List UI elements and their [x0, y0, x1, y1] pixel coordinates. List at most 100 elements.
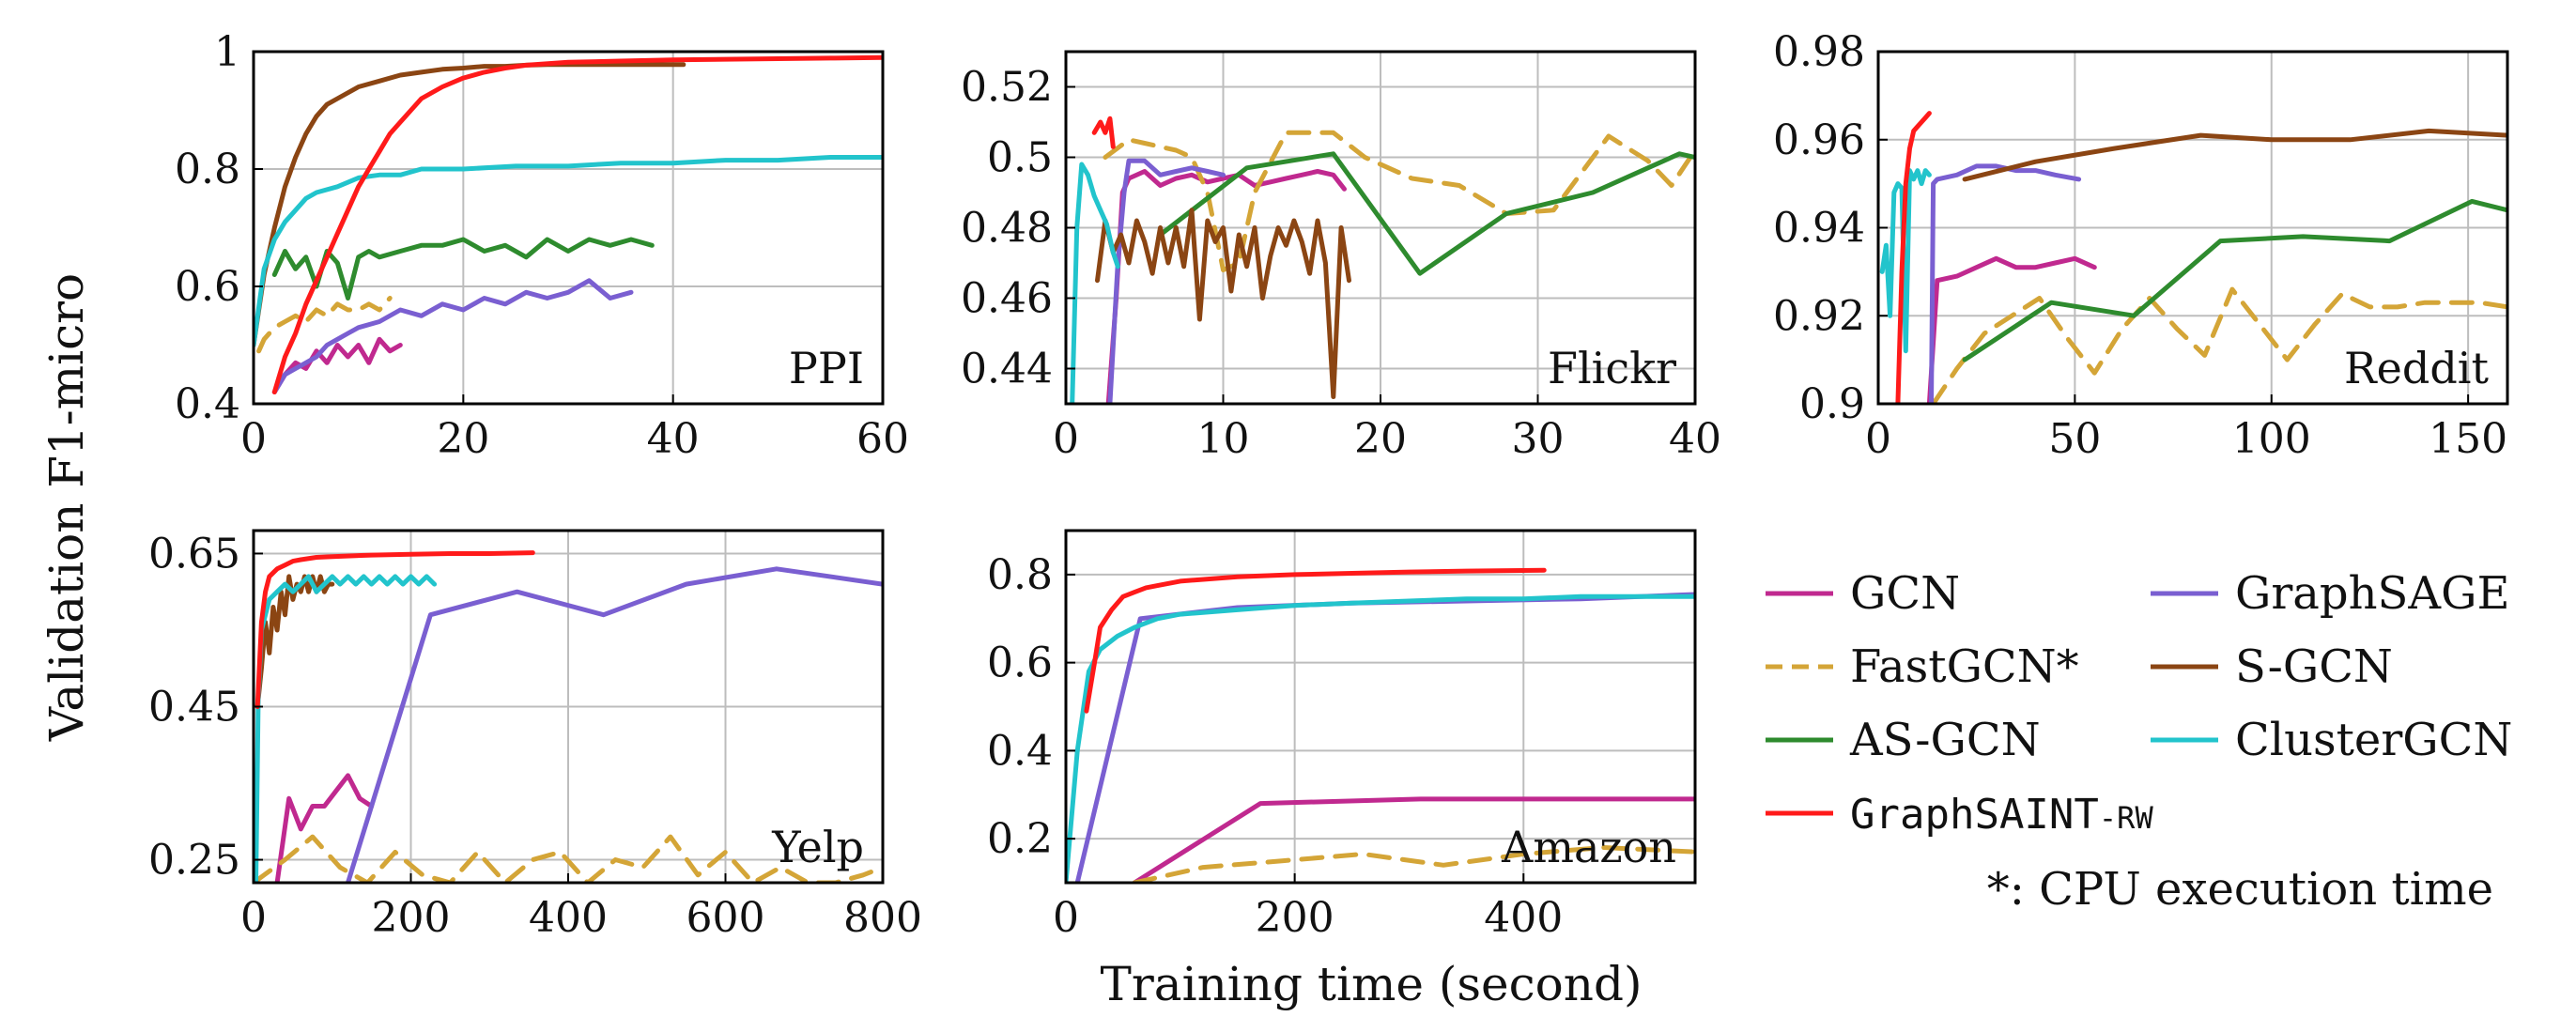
panel-label: Flickr: [1548, 343, 1676, 393]
series-line-clustergcn: [254, 155, 883, 347]
series-line-s-gcn: [1095, 208, 1351, 399]
x-tick-label: 800: [843, 894, 922, 942]
chart-panel-flickr: 0 10 20 30 40 0.44 0.46 0.48 0.5 0.52 Flickr: [961, 50, 1721, 463]
x-tick-label: 600: [686, 894, 765, 942]
plot-frame: [252, 50, 885, 406]
legend-label: AS-GCN: [1849, 714, 2041, 766]
y-tick-label: 0.5: [987, 134, 1053, 182]
series-line-fastgcn: [1931, 286, 2507, 404]
chart-panel-amazon: 0 200 400 0.2 0.4 0.6 0.8 Amazon: [987, 529, 1697, 942]
series-line-fastgcn: [256, 296, 393, 354]
series-group: [254, 54, 883, 394]
y-tick-label: 0.52: [961, 64, 1053, 112]
x-tick-label: 10: [1197, 415, 1250, 463]
y-tick-label: 0.65: [148, 530, 240, 578]
legend-label: GraphSAINT-RW: [1850, 791, 2153, 839]
series-group: [1066, 567, 1695, 883]
y-tick-label: 1: [214, 28, 240, 76]
x-tick-label: 0: [1865, 415, 1891, 463]
series-line-gcn: [1132, 796, 1695, 883]
legend-label: GraphSAGE: [2235, 567, 2509, 620]
series-line-s-gcn: [1962, 128, 2507, 182]
x-tick-label: 30: [1512, 415, 1565, 463]
series-line-fastgcn: [1132, 845, 1695, 883]
legend-label: FastGCN*: [1850, 640, 2079, 693]
x-tick-label: 20: [437, 415, 489, 463]
chart-panel-reddit: 0 50 100 150 0.9 0.92 0.94 0.96 0.98 Reddit: [1773, 28, 2509, 463]
x-tick-label: 20: [1354, 415, 1407, 463]
y-tick-label: 0.6: [987, 639, 1053, 687]
plot-area: [1066, 531, 1695, 883]
series-line-as-gcn: [1962, 198, 2507, 362]
y-tick-label: 0.25: [148, 837, 240, 885]
series-line-graphsaint-rw: [271, 54, 883, 394]
x-tick-label: 0: [1053, 415, 1079, 463]
series-group: [1070, 116, 1695, 404]
legend-item-fastgcn: FastGCN*: [1766, 640, 2079, 693]
series-line-graphsage: [346, 566, 883, 883]
legend-label: GCN: [1850, 567, 1960, 620]
x-tick-label: 100: [2232, 415, 2311, 463]
legend-item-graphsaint-rw: GraphSAINT-RW: [1766, 791, 2153, 839]
x-tick-label: 50: [2048, 415, 2101, 463]
y-tick-label: 0.6: [175, 263, 240, 311]
series-line-graphsaint-rw: [255, 550, 535, 709]
legend-item-as-gcn: AS-GCN: [1766, 714, 2041, 766]
series-line-gcn: [274, 773, 375, 883]
x-tick-label: 0: [240, 894, 267, 942]
series-line-clustergcn: [1879, 168, 1932, 354]
panel-label: PPI: [789, 343, 864, 393]
x-tick-label: 40: [1669, 415, 1721, 463]
series-group: [254, 550, 883, 883]
legend-label: S-GCN: [2235, 640, 2393, 693]
y-tick-label: 0.96: [1773, 116, 1865, 164]
y-tick-label: 0.94: [1773, 205, 1865, 253]
x-tick-label: 200: [372, 894, 451, 942]
chart-panel-ppi: 0 20 40 60 0.4 0.6 0.8 1 PPI: [175, 28, 909, 463]
x-tick-label: 400: [1484, 894, 1563, 942]
y-tick-label: 0.8: [987, 551, 1053, 599]
x-tick-label: 60: [856, 415, 909, 463]
series-line-graphsaint-rw: [1091, 116, 1116, 149]
y-axis-title: Validation F1-micro: [39, 273, 94, 742]
series-line-as-gcn: [1158, 151, 1695, 276]
series-line-gcn: [1926, 255, 2097, 404]
legend-label: ClusterGCN: [2235, 714, 2512, 766]
series-line-fastgcn: [254, 834, 883, 883]
y-tick-label: 0.4: [175, 380, 240, 428]
y-tick-label: 0.9: [1799, 380, 1865, 428]
y-tick-label: 0.92: [1773, 292, 1865, 340]
legend-item-s-gcn: S-GCN: [2151, 640, 2393, 693]
x-tick-label: 0: [240, 415, 267, 463]
y-tick-label: 0.46: [961, 275, 1053, 323]
series-line-clustergcn: [254, 574, 438, 883]
series-line-graphsage: [1929, 163, 2082, 404]
legend-item-graphsage: GraphSAGE: [2151, 567, 2509, 620]
cpu-time-note: *: CPU execution time: [1987, 863, 2493, 916]
legend-item-gcn: GCN: [1766, 567, 1960, 620]
series-line-graphsaint-rw: [1895, 111, 1932, 404]
x-tick-label: 400: [529, 894, 608, 942]
series-line-graphsage: [271, 278, 634, 394]
legend-item-clustergcn: ClusterGCN: [2151, 714, 2512, 766]
x-axis-title: Training time (second): [1101, 957, 1643, 1011]
plot-frame: [1064, 529, 1697, 885]
panel-label: Reddit: [2344, 343, 2489, 393]
series-line-gcn: [271, 336, 403, 394]
y-tick-label: 0.8: [175, 146, 240, 193]
x-tick-label: 200: [1256, 894, 1334, 942]
y-tick-label: 0.2: [987, 815, 1053, 863]
y-tick-label: 0.44: [961, 346, 1053, 393]
series-line-graphsage: [1107, 158, 1226, 404]
panel-label: Yelp: [771, 822, 864, 872]
y-tick-label: 0.45: [148, 684, 240, 732]
series-line-graphsaint-rw: [1084, 567, 1547, 714]
panel-label: Amazon: [1501, 822, 1676, 872]
y-tick-label: 0.4: [987, 727, 1053, 775]
series-line-fastgcn: [1103, 130, 1695, 272]
chart-legend: GCN FastGCN* AS-GCN GraphSAINT-RW GraphSAGE S…: [1766, 567, 2512, 839]
x-tick-label: 0: [1053, 894, 1079, 942]
x-tick-label: 150: [2429, 415, 2507, 463]
y-tick-label: 0.48: [961, 205, 1053, 253]
